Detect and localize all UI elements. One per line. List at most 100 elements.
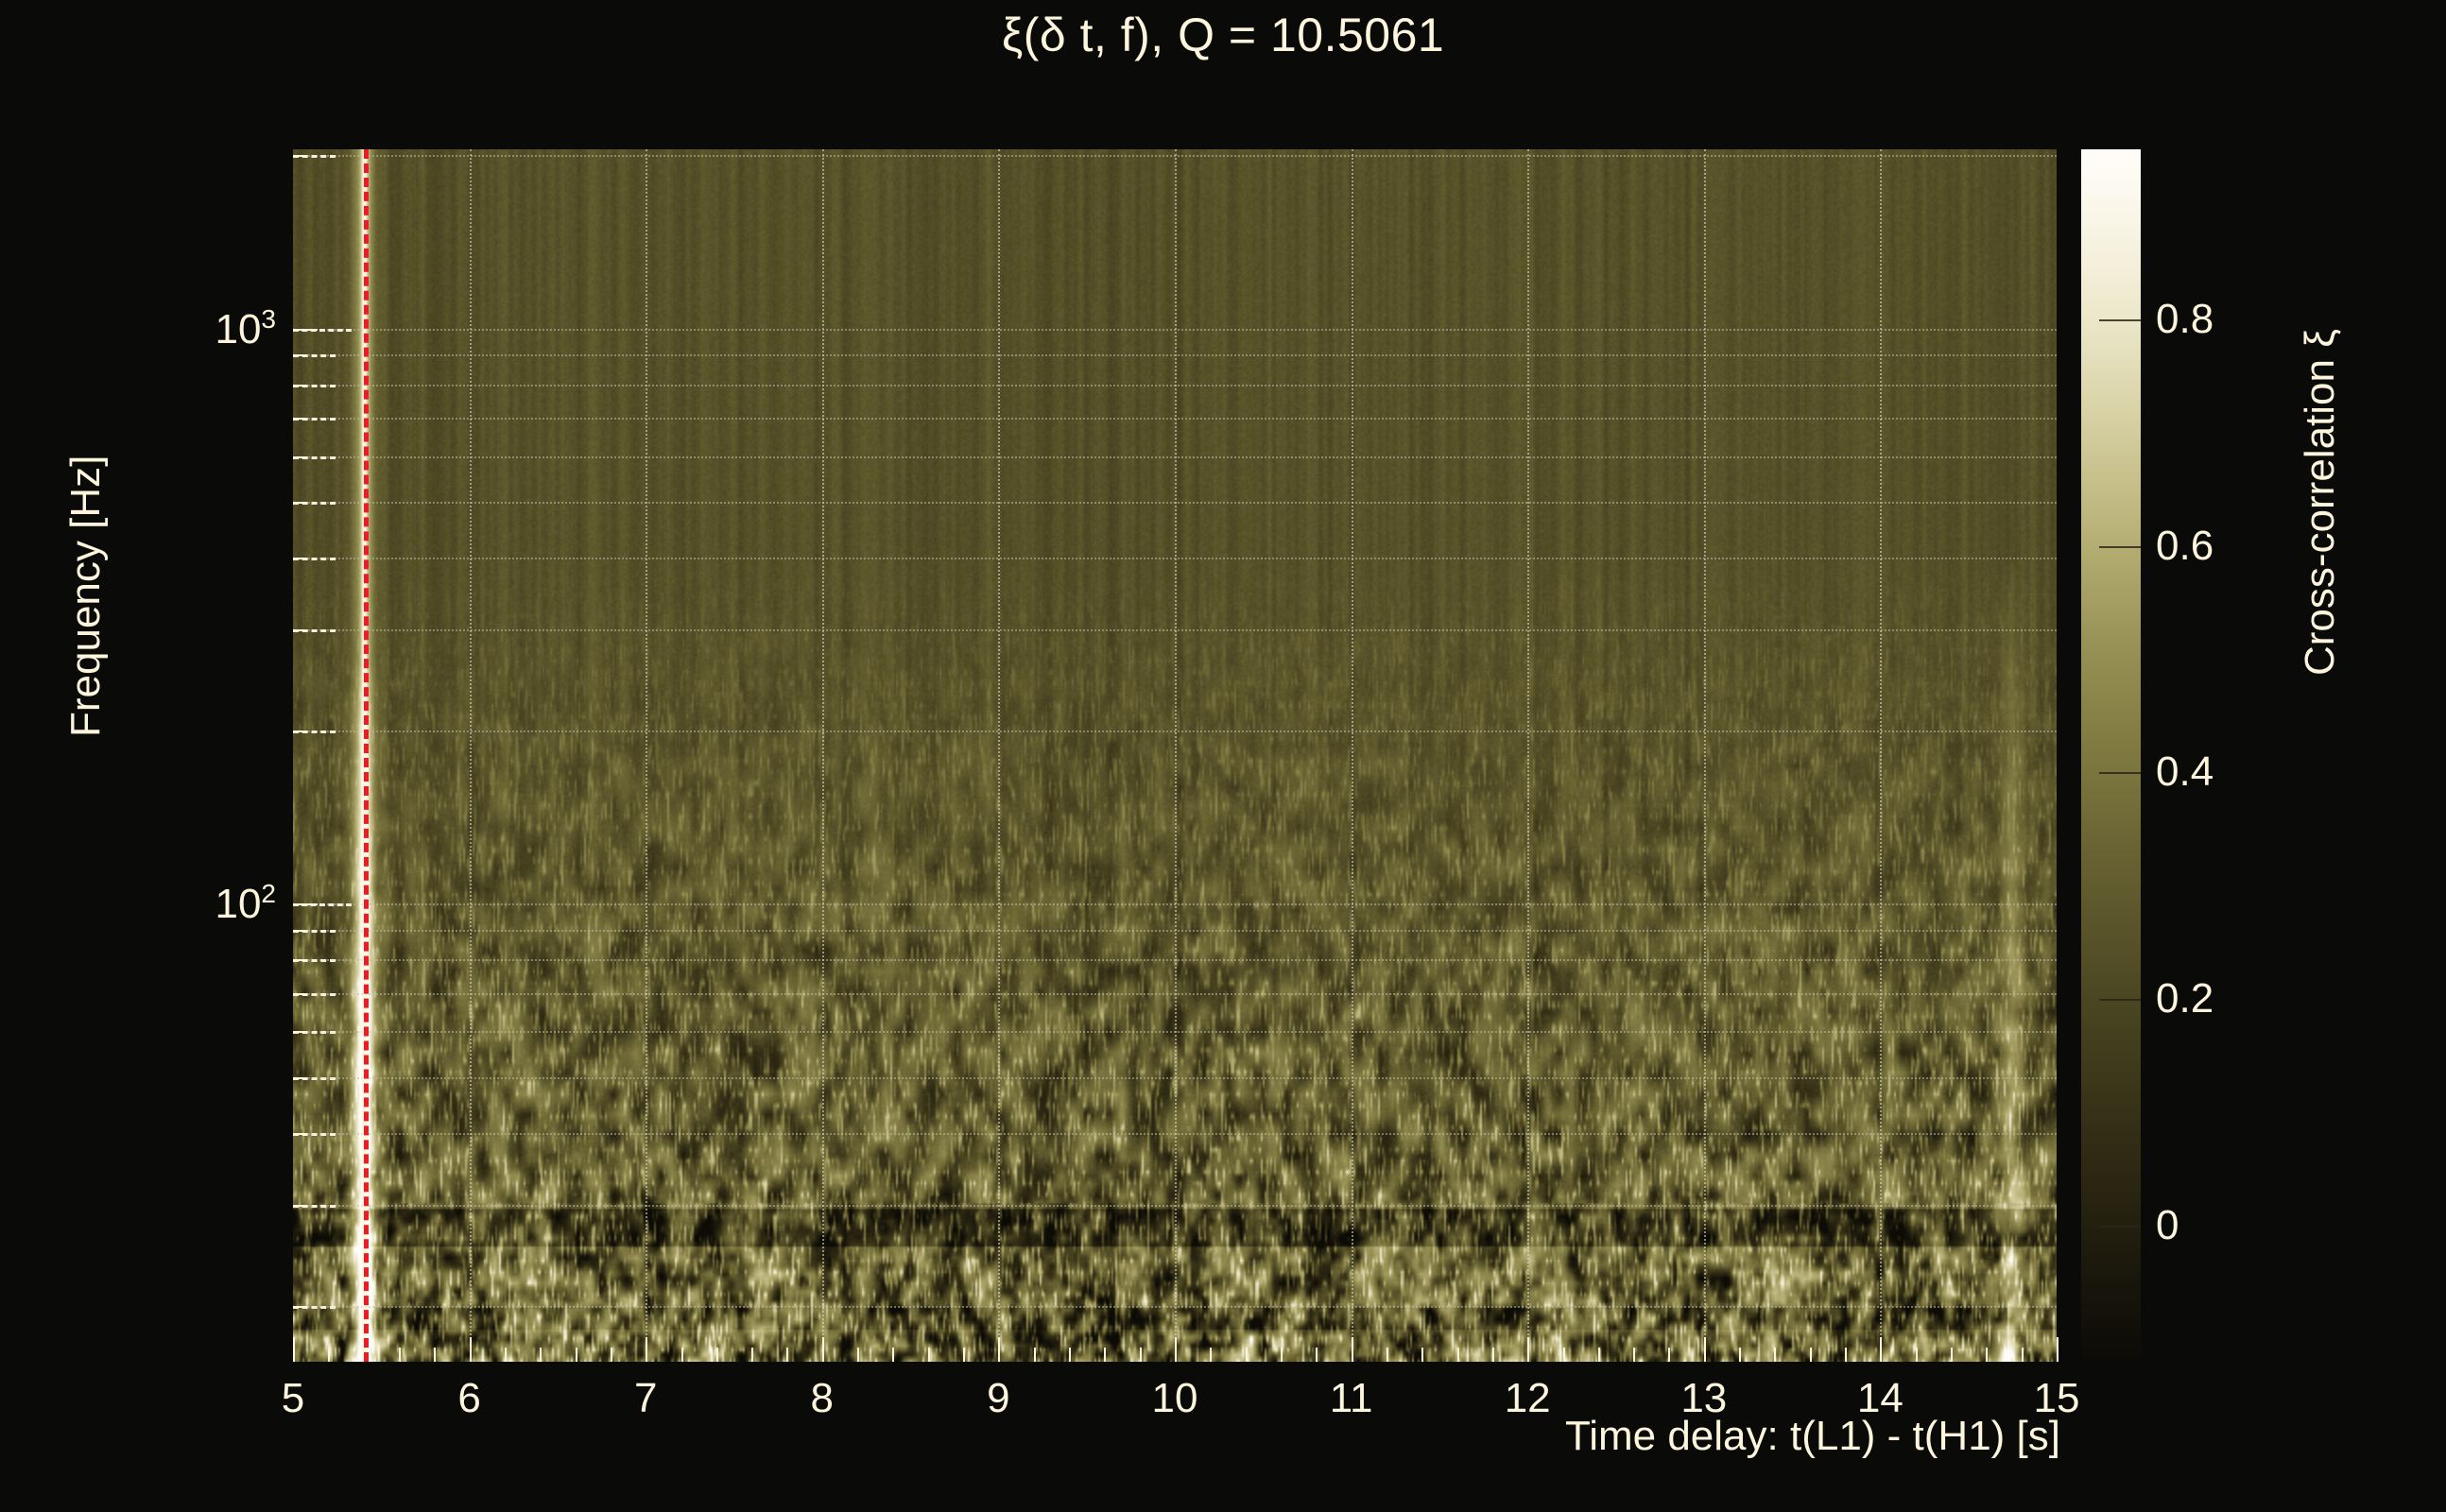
x-axis-tick-minor	[1739, 1348, 1742, 1362]
x-axis-tick-major	[646, 1337, 648, 1362]
x-axis-tick-minor	[1562, 1348, 1565, 1362]
x-axis-tick-minor	[927, 1348, 930, 1362]
page-title: ξ(δ t, f), Q = 10.5061	[1001, 9, 1445, 61]
x-axis-tick-minor	[1491, 1348, 1494, 1362]
y-axis-tick-minor	[293, 730, 307, 733]
x-axis-tick-minor	[857, 1348, 860, 1362]
x-axis-tick-minor	[398, 1348, 401, 1362]
y-tick-major-overlay	[293, 1204, 336, 1208]
x-axis-tick-major	[1527, 1337, 1530, 1362]
x-axis-tick-major	[1351, 1337, 1353, 1362]
x-axis-tick-major	[293, 1337, 295, 1362]
y-axis-tick-minor	[293, 1305, 307, 1308]
x-axis-tick-minor	[1316, 1348, 1318, 1362]
y-axis-tick-minor	[293, 1132, 307, 1135]
x-axis-tick-label: 9	[987, 1375, 1010, 1421]
x-axis-tick-label: 12	[1504, 1375, 1551, 1421]
x-axis-tick-label: 8	[810, 1375, 835, 1421]
y-tick-major-overlay	[293, 1076, 336, 1080]
y-axis-tick-minor	[293, 155, 307, 158]
x-axis-tick-major	[998, 1337, 1001, 1362]
x-axis-tick-minor	[610, 1348, 612, 1362]
y-axis-tick-minor	[293, 992, 307, 995]
colorbar-tick	[2099, 999, 2141, 1002]
y-tick-major-overlay	[293, 354, 336, 358]
x-axis-tick-minor	[1951, 1348, 1954, 1362]
x-axis-tick-minor	[1633, 1348, 1636, 1362]
colorbar-tick	[2099, 1226, 2141, 1228]
x-axis-tick-major	[821, 1337, 824, 1362]
x-axis-tick-minor	[892, 1348, 895, 1362]
y-axis-tick-minor	[293, 384, 307, 387]
x-axis-tick-minor	[1069, 1348, 1072, 1362]
heatmap-plot-area	[293, 149, 2057, 1362]
y-axis-tick-minor	[293, 557, 307, 559]
x-axis-tick-minor	[575, 1348, 577, 1362]
x-axis-tick-minor	[1774, 1348, 1777, 1362]
x-axis-tick-major	[1703, 1337, 1706, 1362]
x-axis-tick-label: 13	[1680, 1375, 1728, 1421]
heatmap-image	[293, 149, 2057, 1362]
colorbar-tick-label: 0.2	[2156, 975, 2214, 1022]
x-axis-tick-minor	[1386, 1348, 1388, 1362]
x-axis-tick-minor	[786, 1348, 789, 1362]
y-axis-tick-minor	[293, 354, 307, 357]
x-axis-tick-minor	[751, 1348, 754, 1362]
colorbar-title: Cross-correlation ξ	[2297, 329, 2343, 676]
y-axis-tick-minor	[293, 903, 318, 906]
colorbar-tick-label: 0	[2156, 1202, 2179, 1249]
x-axis-tick-major	[469, 1337, 472, 1362]
y-axis-tick-minor	[293, 417, 307, 420]
x-axis-tick-minor	[1668, 1348, 1671, 1362]
x-axis-tick-label: 14	[1856, 1375, 1903, 1421]
x-axis-tick-major	[1175, 1337, 1177, 1362]
x-axis-tick-minor	[1104, 1348, 1107, 1362]
x-axis-tick-minor	[1245, 1348, 1248, 1362]
y-axis-tick-minor	[293, 959, 307, 962]
y-axis-tick-minor	[293, 1076, 307, 1079]
x-axis-tick-minor	[963, 1348, 966, 1362]
x-axis-tick-minor	[1845, 1348, 1848, 1362]
y-tick-major-overlay	[293, 1031, 336, 1035]
x-axis-tick-label: 10	[1151, 1375, 1198, 1421]
x-axis-tick-minor	[1280, 1348, 1283, 1362]
x-axis-tick-minor	[540, 1348, 543, 1362]
x-axis-tick-minor	[1809, 1348, 1812, 1362]
x-axis-tick-minor	[1139, 1348, 1142, 1362]
y-tick-major-overlay	[293, 930, 336, 934]
colorbar-tick-label: 0.6	[2156, 522, 2214, 569]
colorbar	[2081, 149, 2141, 1362]
y-tick-major-overlay	[293, 992, 336, 996]
x-axis-tick-minor	[434, 1348, 437, 1362]
colorbar-gradient	[2081, 149, 2141, 1362]
x-axis-tick-minor	[328, 1348, 331, 1362]
x-axis-tick-minor	[1421, 1348, 1424, 1362]
x-axis-tick-minor	[1986, 1348, 1989, 1362]
x-axis-tick-major	[2057, 1337, 2058, 1362]
y-tick-major-overlay	[293, 417, 336, 421]
x-axis-tick-label: 7	[633, 1375, 658, 1421]
y-tick-major-overlay	[293, 1305, 336, 1309]
x-axis-tick-minor	[1456, 1348, 1459, 1362]
y-axis-tick-minor	[293, 455, 307, 458]
y-tick-major-overlay	[293, 730, 336, 734]
y-tick-major-overlay	[293, 628, 336, 632]
x-axis-tick-minor	[1597, 1348, 1600, 1362]
y-tick-major-overlay	[293, 455, 336, 459]
y-tick-major-overlay	[293, 557, 336, 560]
x-axis-tick-label: 11	[1329, 1375, 1373, 1421]
y-axis-tick-minor	[293, 1031, 307, 1034]
x-axis-tick-minor	[504, 1348, 507, 1362]
colorbar-tick-label: 0.4	[2156, 748, 2214, 796]
x-axis-tick-minor	[1210, 1348, 1213, 1362]
x-axis-tick-minor	[715, 1348, 718, 1362]
x-axis-tick-label: 15	[2033, 1375, 2080, 1421]
y-axis-tick-minor	[293, 328, 318, 331]
colorbar-tick-label: 0.8	[2156, 295, 2214, 342]
y-tick-major-overlay	[293, 903, 352, 907]
x-axis-tick-label: 5	[281, 1375, 305, 1421]
y-axis-tick-label: 102	[215, 879, 276, 928]
colorbar-tick	[2099, 545, 2141, 548]
y-tick-major-overlay	[293, 384, 336, 387]
